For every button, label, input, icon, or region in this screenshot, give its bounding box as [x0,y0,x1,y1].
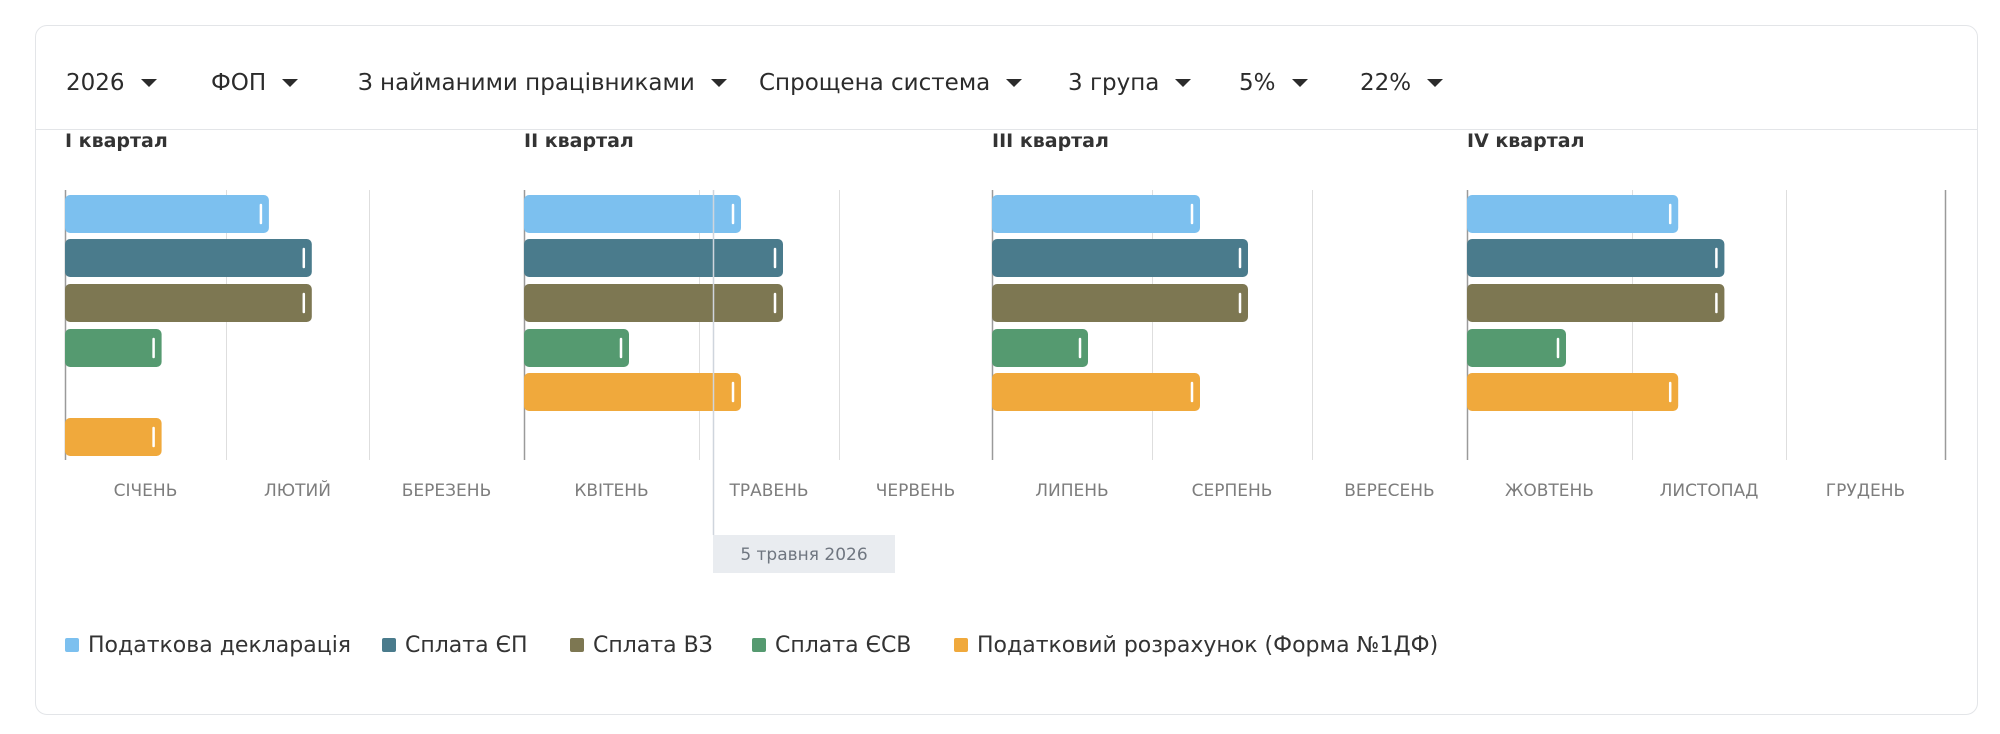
legend-swatch [954,638,968,652]
month-label: ЛИСТОПАД [1660,481,1759,501]
legend-item-ep[interactable]: Сплата ЄП [382,631,527,659]
tax-group-dropdown-label: 3 група [1068,70,1160,96]
tax-calendar-card: 2026 ФОП З найманими працівниками Спроще… [35,25,1978,715]
deadline-bar [1467,195,1679,233]
employees-dropdown[interactable]: З найманими працівниками [358,66,727,100]
quarter-title-2: II квартал [524,130,634,152]
legend-item-form1df[interactable]: Податковий розрахунок (Форма №1ДФ) [954,631,1438,659]
filter-bar: 2026 ФОП З найманими працівниками Спроще… [36,26,1977,130]
month-label: СЕРПЕНЬ [1192,481,1273,501]
deadline-bar [65,418,162,456]
legend-item-declaration[interactable]: Податкова декларація [65,631,351,659]
month-label: ВЕРЕСЕНЬ [1344,481,1434,501]
today-label: 5 травня 2026 [740,545,867,565]
month-label: ЧЕРВЕНЬ [876,481,956,501]
chevron-down-icon [140,79,157,87]
tax-system-dropdown[interactable]: Спрощена система [759,66,1023,100]
deadline-bar [1467,329,1566,367]
quarter-title-3: III квартал [992,130,1109,152]
month-label: ЖОВТЕНЬ [1505,481,1594,501]
deadline-bar [992,239,1248,277]
legend-item-esv[interactable]: Сплата ЄСВ [752,631,911,659]
year-dropdown-label: 2026 [66,70,125,96]
deadline-bar [524,329,629,367]
legend-label: Податкова декларація [88,632,352,658]
deadline-bar [1467,239,1725,277]
deadline-bar [524,284,783,322]
legend-label: Сплата ЄП [405,632,528,658]
legend-swatch [65,638,79,652]
entity-type-dropdown-label: ФОП [211,70,267,96]
month-label: ЛИПЕНЬ [1035,481,1108,501]
entity-type-dropdown[interactable]: ФОП [211,66,299,100]
deadline-bar [524,195,741,233]
legend-label: Податковий розрахунок (Форма №1ДФ) [977,632,1439,658]
month-label: СІЧЕНЬ [114,481,178,501]
chevron-down-icon [1175,79,1192,87]
esv-rate-dropdown[interactable]: 22% [1360,66,1444,100]
tax-system-dropdown-label: Спрощена система [759,70,991,96]
month-label: ЛЮТИЙ [264,479,331,501]
today-badge [713,535,895,573]
deadline-bar [992,373,1200,411]
tax-group-dropdown[interactable]: 3 група [1068,66,1192,100]
chevron-down-icon [1291,79,1308,87]
quarter-title-1: I квартал [65,130,168,152]
legend-item-vz[interactable]: Сплата ВЗ [570,631,713,659]
month-label: КВІТЕНЬ [574,481,648,501]
deadline-bar [992,329,1088,367]
deadline-bar [524,239,783,277]
deadline-bar [65,284,312,322]
tax-deadlines-chart: СІЧЕНЬ ЛЮТИЙ БЕРЕЗЕНЬ КВІТЕНЬ ТРАВЕНЬ ЧЕРВЕНЬ… [64,190,1947,573]
month-label: БЕРЕЗЕНЬ [402,481,491,501]
chevron-down-icon [1427,79,1444,87]
deadline-bar [65,329,162,367]
deadline-bar [992,284,1248,322]
chevron-down-icon [710,79,727,87]
month-label: ТРАВЕНЬ [728,481,808,501]
legend-swatch [570,638,584,652]
deadline-bar [1467,284,1725,322]
deadline-bar [524,373,741,411]
deadline-bar [992,195,1200,233]
employees-dropdown-label: З найманими працівниками [358,70,695,96]
legend-swatch [382,638,396,652]
month-label: ГРУДЕНЬ [1826,481,1905,501]
deadline-bar [65,195,269,233]
chevron-down-icon [282,79,299,87]
chevron-down-icon [1006,79,1023,87]
legend-label: Сплата ЄСВ [775,632,912,658]
legend-label: Сплата ВЗ [593,632,713,658]
legend-swatch [752,638,766,652]
rate-dropdown-label: 5% [1239,70,1276,96]
esv-rate-dropdown-label: 22% [1360,70,1412,96]
rate-dropdown[interactable]: 5% [1239,66,1308,100]
deadline-bar [1467,373,1679,411]
quarter-title-4: IV квартал [1467,130,1585,152]
deadline-bar [65,239,312,277]
year-dropdown[interactable]: 2026 [66,66,157,100]
